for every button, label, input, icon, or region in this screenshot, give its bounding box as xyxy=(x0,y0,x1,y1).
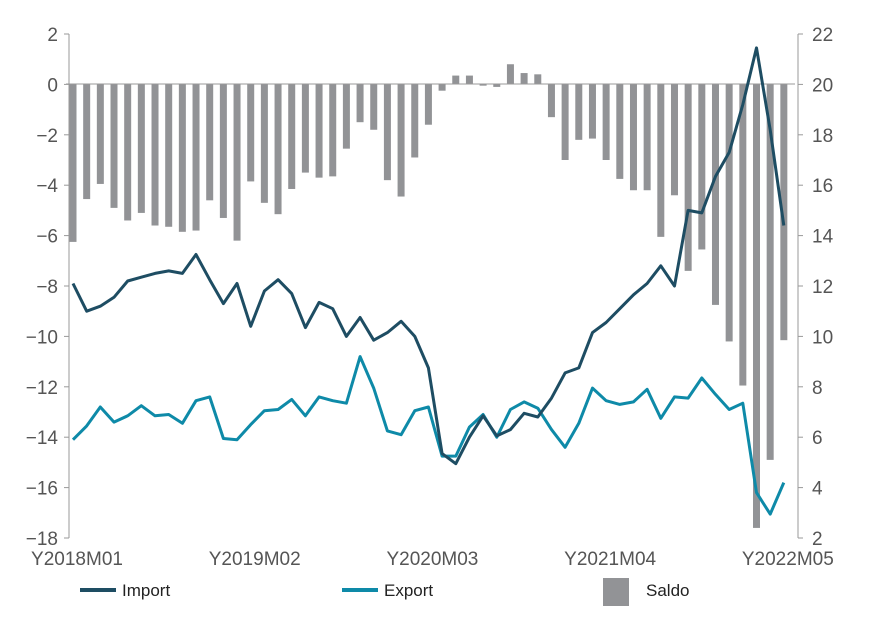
legend-import-label: Import xyxy=(122,581,170,600)
saldo-bar xyxy=(411,84,419,158)
saldo-bar xyxy=(370,84,378,130)
saldo-bar xyxy=(575,84,583,140)
left-tick-label: −14 xyxy=(26,428,59,449)
left-tick-label: −4 xyxy=(36,176,58,197)
saldo-bar xyxy=(424,84,432,125)
saldo-bar xyxy=(397,84,405,197)
left-tick-label: −10 xyxy=(26,327,58,348)
x-tick-label: Y2022M05 xyxy=(742,549,834,570)
saldo-bar xyxy=(684,84,692,271)
saldo-bar xyxy=(260,84,268,203)
import-line xyxy=(71,46,786,466)
legend: Import Export Saldo xyxy=(80,578,689,606)
x-axis: Y2018M01 Y2019M02 Y2020M03 Y2021M04 Y2022M05 xyxy=(31,549,834,570)
saldo-bar xyxy=(711,84,719,305)
saldo-bar xyxy=(465,75,473,85)
saldo-bar xyxy=(329,84,337,177)
saldo-bar xyxy=(753,84,760,528)
saldo-bar xyxy=(151,84,159,226)
saldo-bar xyxy=(616,84,624,179)
saldo-bar xyxy=(96,84,104,184)
x-tick-label: Y2021M04 xyxy=(564,549,656,570)
left-axis: 2 0 −2 −4 −6 −8 −10 −12 −14 −16 −18 xyxy=(26,25,69,550)
saldo-bar xyxy=(643,84,651,191)
saldo-bar xyxy=(69,84,77,242)
right-tick-label: 6 xyxy=(812,428,823,449)
saldo-bar xyxy=(766,84,774,460)
saldo-bar xyxy=(124,84,132,221)
saldo-bar xyxy=(165,84,173,227)
right-tick-label: 12 xyxy=(812,277,833,298)
saldo-bar xyxy=(233,84,241,241)
right-tick-label: 22 xyxy=(812,25,833,46)
saldo-bar xyxy=(602,84,610,160)
left-tick-label: −6 xyxy=(36,227,58,248)
left-tick-label: −12 xyxy=(26,378,58,399)
right-tick-label: 2 xyxy=(812,529,823,550)
saldo-bar xyxy=(629,84,637,191)
left-tick-label: −8 xyxy=(36,277,58,298)
saldo-bar xyxy=(780,84,788,341)
saldo-bar xyxy=(288,84,296,189)
right-axis: 22 20 18 16 14 12 10 8 6 4 2 xyxy=(798,25,834,550)
saldo-bar xyxy=(479,84,487,86)
saldo-bar xyxy=(342,84,350,149)
lines xyxy=(71,46,786,516)
saldo-bar xyxy=(739,84,747,386)
left-tick-label: −16 xyxy=(26,479,58,500)
saldo-bar xyxy=(520,73,528,85)
saldo-bar xyxy=(561,84,569,160)
legend-saldo-label: Saldo xyxy=(646,581,689,600)
right-tick-label: 10 xyxy=(812,327,833,348)
saldo-bar xyxy=(493,84,501,87)
saldo-bar xyxy=(178,84,186,232)
saldo-bar xyxy=(137,84,145,213)
saldo-bar xyxy=(110,84,118,208)
x-tick-label: Y2020M03 xyxy=(386,549,478,570)
x-tick-label: Y2019M02 xyxy=(209,549,301,570)
saldo-bar xyxy=(192,84,200,231)
saldo-bar xyxy=(588,84,596,139)
saldo-bar xyxy=(315,84,323,178)
saldo-bar xyxy=(452,75,460,85)
saldo-bar xyxy=(534,74,542,85)
saldo-bar xyxy=(438,84,446,91)
right-tick-label: 20 xyxy=(812,75,833,96)
saldo-bar xyxy=(670,84,678,196)
saldo-bar xyxy=(83,84,91,200)
saldo-bar xyxy=(506,64,514,85)
saldo-bar xyxy=(206,84,214,201)
saldo-bar xyxy=(301,84,309,173)
saldo-bars xyxy=(69,64,788,528)
legend-saldo-swatch xyxy=(603,578,629,606)
right-tick-label: 18 xyxy=(812,126,833,147)
right-tick-label: 16 xyxy=(812,176,833,197)
saldo-bar xyxy=(383,84,391,181)
legend-export-label: Export xyxy=(384,581,433,600)
saldo-bar xyxy=(356,84,364,123)
saldo-bar xyxy=(547,84,555,118)
saldo-bar xyxy=(219,84,227,218)
right-tick-label: 8 xyxy=(812,378,823,399)
x-tick-label: Y2018M01 xyxy=(31,549,123,570)
saldo-bar xyxy=(725,84,733,342)
left-tick-label: −2 xyxy=(36,126,58,147)
saldo-bar xyxy=(247,84,255,182)
left-tick-label: −18 xyxy=(26,529,58,550)
saldo-bar xyxy=(274,84,282,215)
export-line xyxy=(71,355,786,516)
saldo-bar xyxy=(698,84,706,250)
right-tick-label: 14 xyxy=(812,227,834,248)
left-tick-label: 0 xyxy=(47,75,58,96)
right-tick-label: 4 xyxy=(812,479,823,500)
saldo-bar xyxy=(657,84,665,237)
left-tick-label: 2 xyxy=(47,25,58,46)
